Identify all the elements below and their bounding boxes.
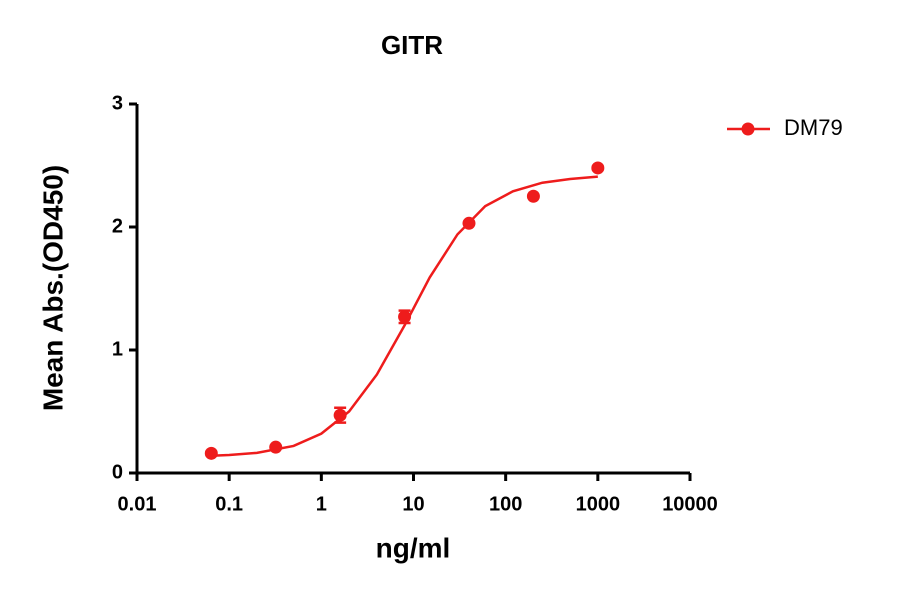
legend-label: DM79 [784, 115, 843, 140]
x-tick-label: 0.01 [118, 493, 157, 515]
data-point [526, 189, 540, 203]
y-tick-label: 3 [112, 92, 123, 114]
legend-marker [741, 122, 755, 136]
x-tick-label: 1000 [576, 493, 621, 515]
data-point [269, 440, 283, 454]
y-tick-label: 2 [112, 215, 123, 237]
x-axis-label: ng/ml [376, 532, 451, 563]
data-point [204, 446, 218, 460]
x-tick-label: 10 [402, 493, 424, 515]
x-tick-label: 1 [316, 493, 327, 515]
y-tick-label: 1 [112, 338, 123, 360]
data-point [333, 408, 347, 422]
x-tick-label: 0.1 [215, 493, 243, 515]
x-tick-label: 10000 [662, 493, 718, 515]
data-point [591, 161, 605, 175]
x-tick-label: 100 [489, 493, 522, 515]
data-point [398, 310, 412, 324]
y-tick-label: 0 [112, 461, 123, 483]
fit-curve [211, 175, 598, 458]
chart-title: GITR [381, 30, 443, 60]
data-point [462, 216, 476, 230]
y-axis-label: Mean Abs.(OD450) [37, 165, 68, 411]
